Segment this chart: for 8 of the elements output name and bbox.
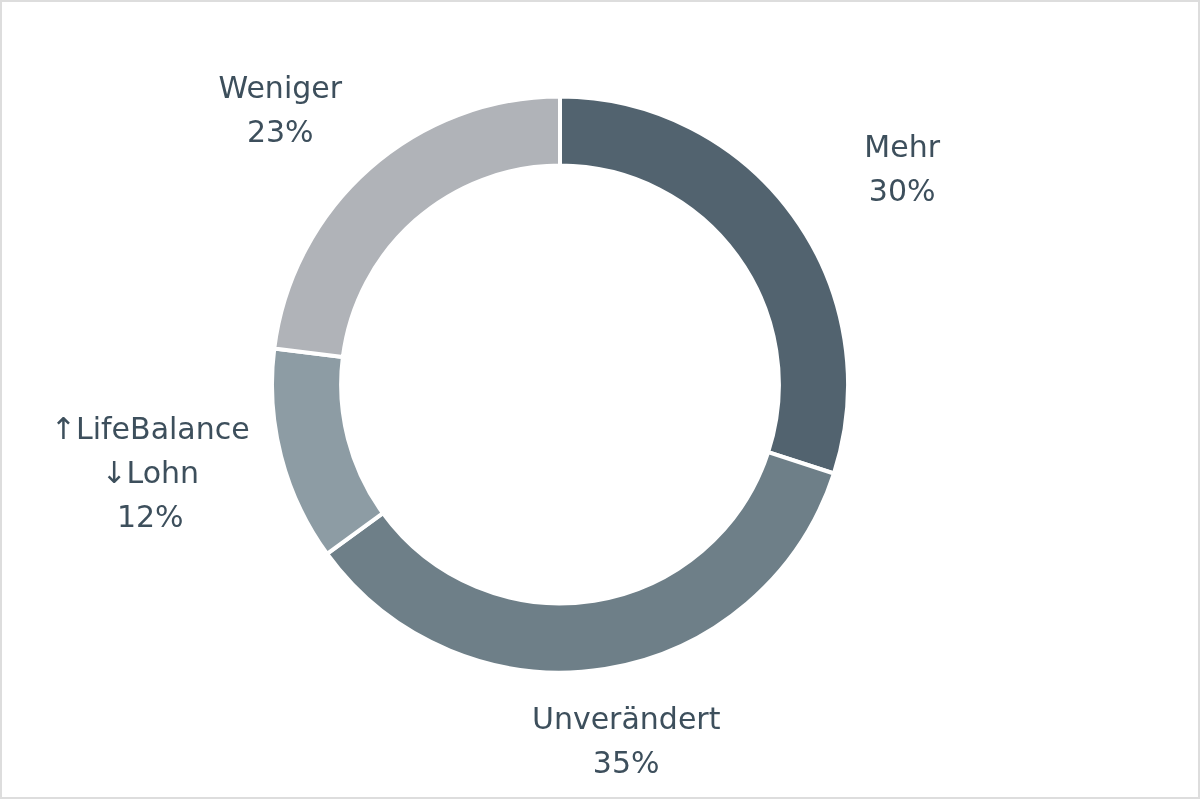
data-label: 23% bbox=[246, 114, 314, 150]
data-label: 12% bbox=[116, 498, 184, 534]
data-label: 30% bbox=[868, 172, 936, 208]
slice-label: Weniger bbox=[218, 70, 343, 106]
slice-label: Unverändert bbox=[531, 700, 721, 736]
slice-label: Mehr bbox=[864, 128, 941, 164]
slice-label: ↑LifeBalance ↓Lohn bbox=[50, 410, 250, 490]
data-label: 35% bbox=[592, 744, 660, 780]
